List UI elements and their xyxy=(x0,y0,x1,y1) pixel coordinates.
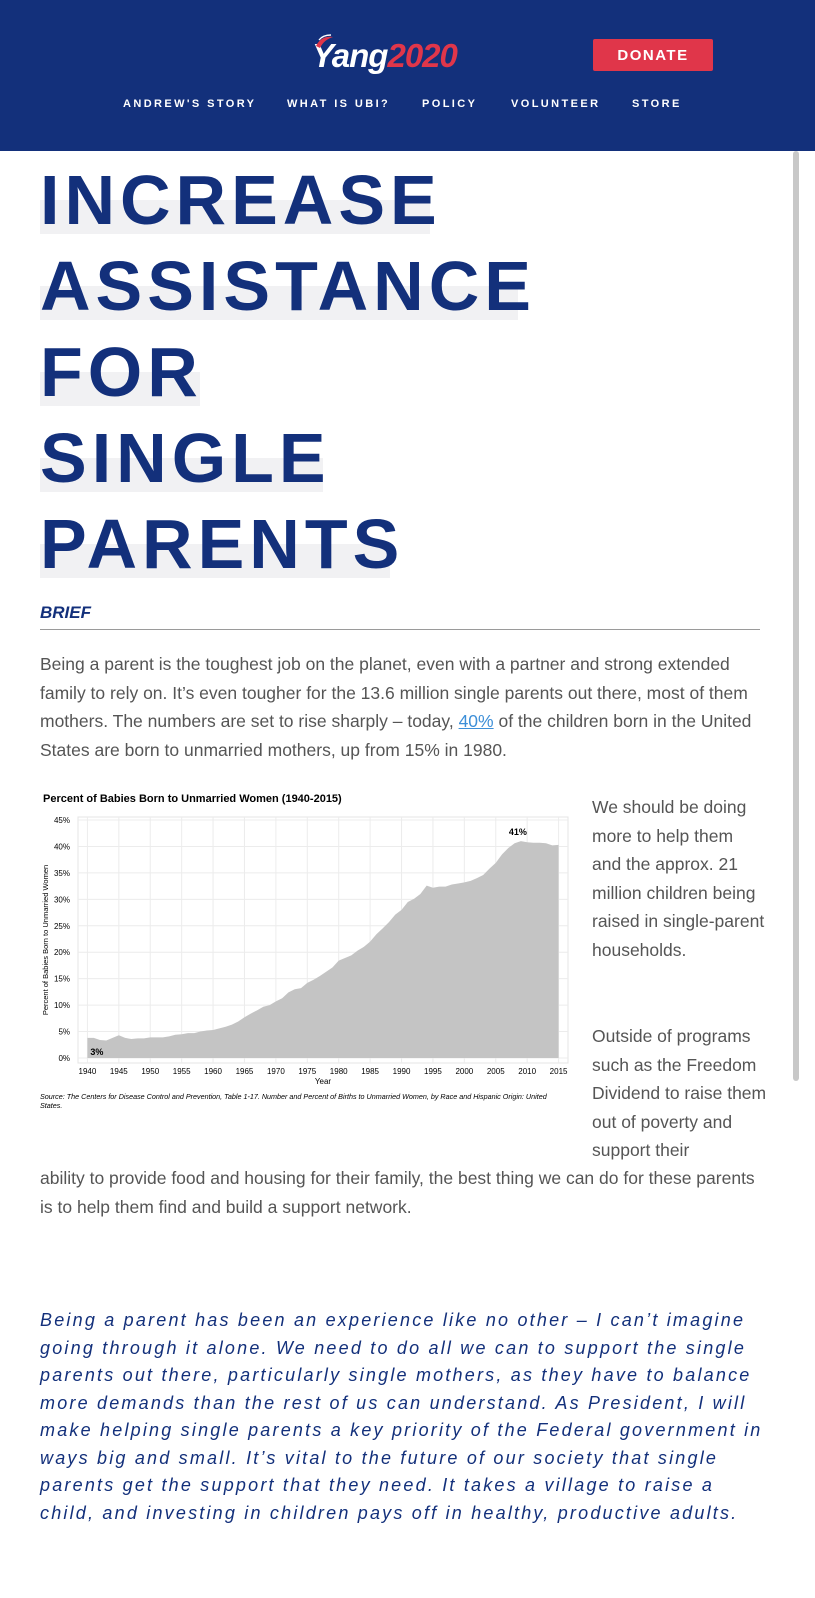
chart-source: Source: The Centers for Disease Control … xyxy=(40,1092,547,1110)
y-tick-label: 20% xyxy=(54,948,70,957)
x-tick-label: 1990 xyxy=(393,1067,411,1076)
y-axis-label: Percent of Babies Born to Unmarried Wome… xyxy=(41,865,50,1015)
donate-button[interactable]: DONATE xyxy=(593,39,713,71)
x-tick-label: 1960 xyxy=(204,1067,222,1076)
site-header: Yang 2020 DONATE ANDREW'S STORY WHAT IS U… xyxy=(0,0,815,151)
x-tick-label: 1965 xyxy=(236,1067,254,1076)
title-highlight xyxy=(40,544,390,578)
annotation-label: 3% xyxy=(90,1047,103,1057)
page-title-line-1: INCREASE xyxy=(40,161,442,239)
page-title-line-4: SINGLE xyxy=(40,419,331,497)
title-highlight xyxy=(40,458,323,492)
y-tick-label: 40% xyxy=(54,842,70,851)
side-paragraph-1: We should be doing more to help them and… xyxy=(592,797,765,960)
page-title-line-5: PARENTS xyxy=(40,505,405,583)
x-tick-label: 1940 xyxy=(79,1067,97,1076)
x-tick-label: 1985 xyxy=(361,1067,379,1076)
logo-year: 2020 xyxy=(387,37,457,74)
intro-text-2: of the children born in the United State… xyxy=(40,711,752,760)
intro-paragraph: Being a parent is the toughest job on th… xyxy=(40,650,760,764)
x-axis-label: Year xyxy=(315,1077,332,1086)
section-divider xyxy=(40,629,760,630)
y-tick-label: 0% xyxy=(58,1054,70,1063)
x-tick-label: 1970 xyxy=(267,1067,285,1076)
unmarried-births-chart: 0% 5% 10% 15% 20% 25% 30% 35% 40% 45% 1940 1945 1950… xyxy=(40,790,570,1120)
x-tick-label: 1945 xyxy=(110,1067,128,1076)
page-title-line-2: ASSISTANCE xyxy=(40,247,536,325)
x-tick-label: 1955 xyxy=(173,1067,191,1076)
page-title-line-3: FOR xyxy=(40,333,203,411)
brief-heading: BRIEF xyxy=(40,603,91,622)
x-tick-label: 2015 xyxy=(550,1067,568,1076)
chart-title: Percent of Babies Born to Unmarried Wome… xyxy=(43,793,342,805)
scrollbar-thumb[interactable] xyxy=(793,151,799,1081)
nav-volunteer[interactable]: VOLUNTEER xyxy=(511,98,601,110)
candidate-quote: Being a parent has been an experience li… xyxy=(40,1310,763,1523)
logo-name: Yang xyxy=(312,37,388,74)
x-tick-label: 2000 xyxy=(455,1067,473,1076)
chart-svg: 0% 5% 10% 15% 20% 25% 30% 35% 40% 45% 1940 1945 1950… xyxy=(41,816,569,1086)
y-tick-label: 35% xyxy=(54,869,70,878)
yang2020-logo[interactable]: Yang 2020 xyxy=(312,34,458,78)
x-tick-label: 1975 xyxy=(298,1067,316,1076)
nav-store[interactable]: STORE xyxy=(632,98,682,110)
title-highlight xyxy=(40,372,200,406)
nav-andrews-story[interactable]: ANDREW'S STORY xyxy=(123,98,257,110)
series-area xyxy=(87,841,559,1058)
y-tick-label: 5% xyxy=(58,1028,70,1037)
forty-percent-link[interactable]: 40% xyxy=(458,711,494,731)
y-tick-label: 25% xyxy=(54,922,70,931)
nav-policy[interactable]: POLICY xyxy=(422,98,478,110)
x-tick-label: 1950 xyxy=(141,1067,159,1076)
main-nav: ANDREW'S STORY WHAT IS UBI? POLICY VOLUN… xyxy=(0,98,815,114)
y-tick-label: 45% xyxy=(54,816,70,825)
y-tick-label: 15% xyxy=(54,975,70,984)
continued-paragraph: ability to provide food and housing for … xyxy=(40,1168,755,1217)
annotation-label: 41% xyxy=(509,827,527,837)
nav-what-is-ubi[interactable]: WHAT IS UBI? xyxy=(287,98,391,110)
title-highlight xyxy=(40,286,518,320)
page-scrollbar[interactable] xyxy=(790,151,815,1598)
x-tick-label: 1980 xyxy=(330,1067,348,1076)
x-tick-label: 2005 xyxy=(487,1067,505,1076)
intro-text-1: Being a parent is the toughest job on th… xyxy=(40,654,748,731)
y-tick-label: 10% xyxy=(54,1001,70,1010)
y-tick-label: 30% xyxy=(54,895,70,904)
side-paragraph-2: Outside of programs such as the Freedom … xyxy=(592,1026,767,1160)
title-highlight xyxy=(40,200,430,234)
flag-swoosh-icon xyxy=(316,34,333,48)
x-tick-label: 1995 xyxy=(424,1067,442,1076)
x-tick-label: 2010 xyxy=(518,1067,536,1076)
